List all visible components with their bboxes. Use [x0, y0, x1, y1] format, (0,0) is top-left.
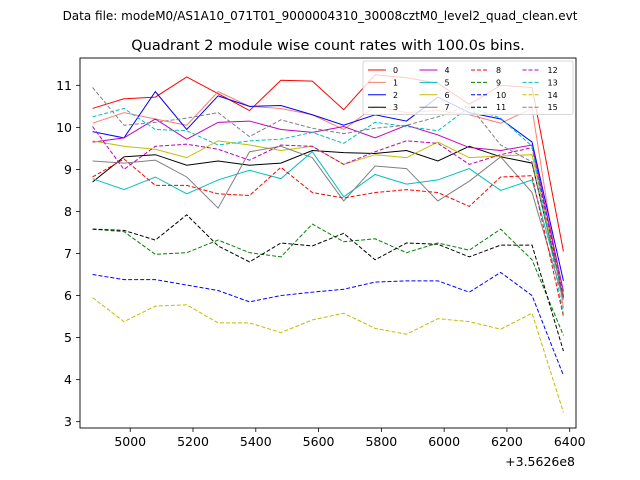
- legend-label-15: 15: [548, 103, 558, 112]
- x-tick-label: 5200: [177, 434, 209, 449]
- legend-label-10: 10: [496, 91, 506, 100]
- legend-label-6: 6: [445, 91, 450, 100]
- x-tick-label: 5000: [114, 434, 146, 449]
- y-tick-label: 11: [56, 78, 72, 93]
- legend-label-3: 3: [393, 103, 398, 112]
- y-tick-label: 3: [64, 414, 72, 429]
- legend-label-1: 1: [393, 78, 398, 87]
- series-line-14: [92, 297, 564, 413]
- y-tick-label: 5: [64, 330, 72, 345]
- legend-label-9: 9: [496, 78, 501, 87]
- x-tick-label: 6200: [491, 434, 523, 449]
- series-line-1: [92, 91, 564, 309]
- legend-label-12: 12: [548, 66, 558, 75]
- y-tick-label: 10: [56, 120, 72, 135]
- y-tick-label: 6: [64, 288, 72, 303]
- legend-box: [362, 60, 574, 115]
- series-line-8: [92, 158, 564, 317]
- series-line-3: [92, 145, 564, 298]
- x-axis: 5000 5200 5400 5600 5800 6000 6200 6400: [114, 428, 586, 449]
- series-line-7: [92, 145, 564, 300]
- y-axis: 3 4 5 6 7 8 9 10 11: [56, 78, 80, 429]
- legend-label-2: 2: [393, 91, 398, 100]
- series-line-11: [92, 214, 564, 352]
- series-line-2: [92, 90, 564, 281]
- series-line-10: [92, 271, 564, 376]
- legend-label-7: 7: [445, 103, 450, 112]
- series-line-9: [92, 223, 564, 336]
- legend-label-8: 8: [496, 66, 501, 75]
- y-tick-label: 4: [64, 372, 72, 387]
- x-tick-label: 5600: [303, 434, 335, 449]
- legend-label-11: 11: [496, 103, 506, 112]
- x-tick-label: 6400: [554, 434, 586, 449]
- y-tick-label: 9: [64, 162, 72, 177]
- series-line-15: [92, 87, 564, 301]
- legend-label-0: 0: [393, 66, 398, 75]
- series-line-12: [92, 126, 564, 297]
- legend-label-4: 4: [445, 66, 450, 75]
- figure-suptitle: Data file: modeM0/AS1A10_071T01_90000043…: [63, 9, 578, 23]
- x-tick-label: 5400: [240, 434, 272, 449]
- y-tick-label: 7: [64, 246, 72, 261]
- x-offset-label: +3.5626e8: [505, 454, 575, 469]
- x-tick-label: 5800: [365, 434, 397, 449]
- y-tick-label: 8: [64, 204, 72, 219]
- legend-label-14: 14: [548, 91, 558, 100]
- legend-label-13: 13: [548, 78, 558, 87]
- legend-label-5: 5: [445, 78, 450, 87]
- chart-title: Quadrant 2 module wise count rates with …: [131, 38, 525, 54]
- x-tick-label: 6000: [428, 434, 460, 449]
- plot-frame: [79, 57, 577, 429]
- series-layer: [92, 74, 564, 413]
- series-line-4: [92, 118, 564, 292]
